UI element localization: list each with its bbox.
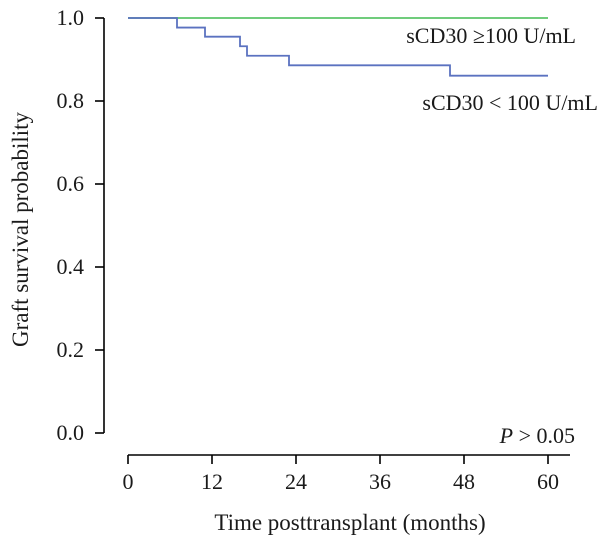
series-lines: sCD30 ≥100 U/mL sCD30 < 100 U/mL — [128, 17, 598, 115]
y-tick-label: 0.0 — [57, 420, 85, 445]
x-tick-label: 24 — [285, 469, 307, 494]
labels: Time posttransplant (months) Graft survi… — [8, 111, 575, 535]
p-value-annotation: P > 0.05 — [499, 423, 575, 448]
y-tick-label: 0.6 — [57, 171, 85, 196]
x-tick-label: 48 — [453, 469, 475, 494]
x-tick-label: 0 — [123, 469, 134, 494]
y-axis-title: Graft survival probability — [8, 111, 33, 347]
y-tick-label: 0.8 — [57, 88, 85, 113]
p-symbol: P — [499, 423, 513, 448]
y-tick-label: 0.4 — [57, 254, 85, 279]
p-value-text: > 0.05 — [513, 423, 575, 448]
x-tick-label: 60 — [537, 469, 559, 494]
x-tick-label: 36 — [369, 469, 391, 494]
series-label-0: sCD30 ≥100 U/mL — [406, 23, 576, 48]
y-tick-label: 1.0 — [57, 5, 85, 30]
series-label-1: sCD30 < 100 U/mL — [422, 90, 598, 115]
axes: 0 12 24 36 48 60 0.0 0.2 0.4 0.6 0.8 1.0 — [57, 5, 570, 494]
y-tick-label: 0.2 — [57, 337, 85, 362]
x-axis-title: Time posttransplant (months) — [214, 510, 485, 535]
x-tick-label: 12 — [201, 469, 223, 494]
series-line-1 — [128, 17, 548, 77]
